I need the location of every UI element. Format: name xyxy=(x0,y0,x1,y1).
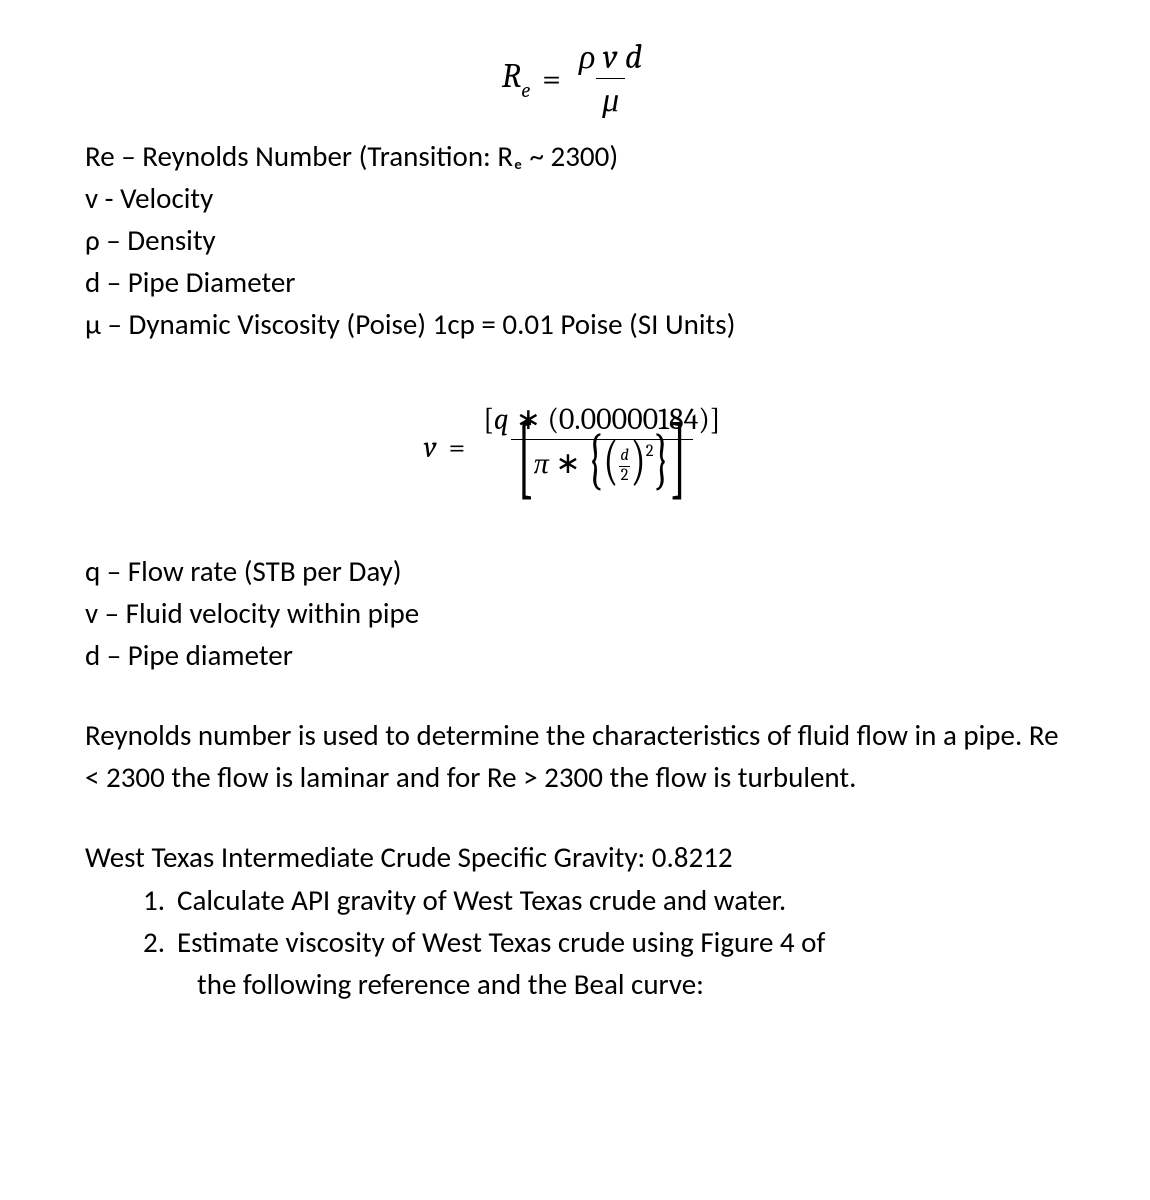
def-q: q – Flow rate (STB per Day) xyxy=(85,550,1065,592)
reynolds-fraction: ρ v d μ xyxy=(573,40,648,117)
def-d: d – Pipe Diameter xyxy=(85,261,1065,303)
def-v2: v – Fluid velocity within pipe xyxy=(85,592,1065,634)
def-re: Re – Reynolds Number (Transition: Rₑ ~ 2… xyxy=(85,135,1065,177)
def-mu: μ – Dynamic Viscosity (Poise) 1cp = 0.01… xyxy=(85,303,1065,345)
step-1: 1. Calculate API gravity of West Texas c… xyxy=(143,879,1065,921)
equation-reynolds: Re = ρ v d μ xyxy=(85,40,1065,117)
equals-sign: = xyxy=(542,59,561,99)
equals-sign-2: = xyxy=(449,430,466,465)
equation-velocity: v = [q ∗ (0.00000184)] [π ∗ {(d2)2}] xyxy=(85,405,1065,490)
step-2: 2. Estimate viscosity of West Texas crud… xyxy=(143,921,1065,963)
velocity-lhs: v xyxy=(424,430,437,465)
step-2-cont: the following reference and the Beal cur… xyxy=(143,963,1065,1005)
wti-heading: West Texas Intermediate Crude Specific G… xyxy=(85,836,1065,878)
reynolds-lhs: Re xyxy=(502,56,530,101)
def-rho: ρ – Density xyxy=(85,219,1065,261)
definitions-reynolds: Re – Reynolds Number (Transition: Rₑ ~ 2… xyxy=(85,135,1065,345)
velocity-fraction: [q ∗ (0.00000184)] [π ∗ {(d2)2}] xyxy=(477,405,726,490)
def-v: v - Velocity xyxy=(85,177,1065,219)
definitions-velocity: q – Flow rate (STB per Day) v – Fluid ve… xyxy=(85,550,1065,676)
problem-steps: 1. Calculate API gravity of West Texas c… xyxy=(85,879,1065,1005)
def-d2: d – Pipe diameter xyxy=(85,634,1065,676)
reynolds-description: Reynolds number is used to determine the… xyxy=(85,714,1065,798)
